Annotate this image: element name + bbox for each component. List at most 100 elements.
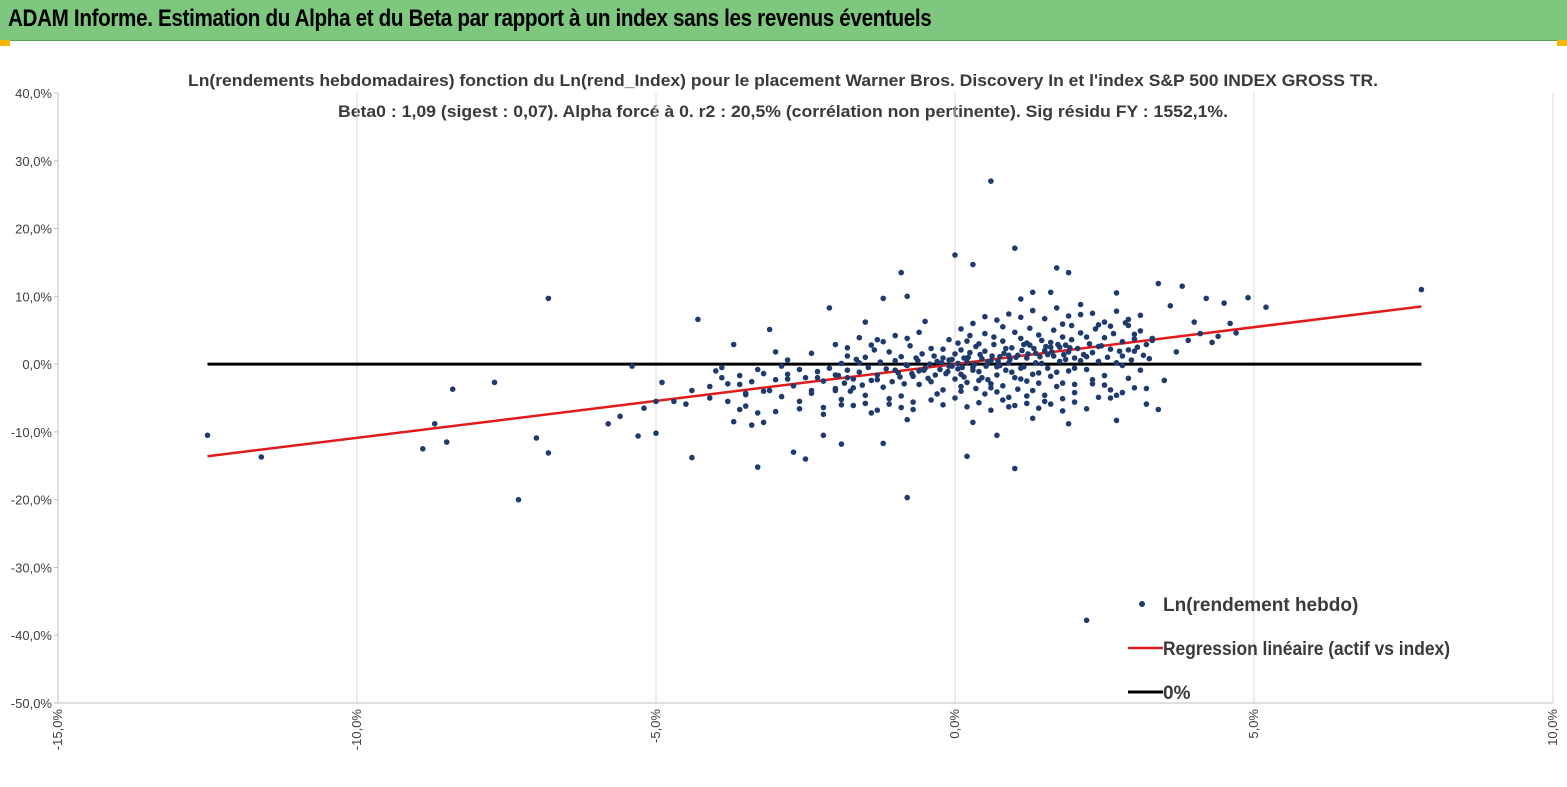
regression-line <box>207 305 1422 458</box>
data-point <box>826 365 833 372</box>
data-point <box>1000 324 1006 330</box>
data-point <box>945 368 951 375</box>
data-point <box>1080 351 1087 358</box>
data-point <box>1140 352 1147 359</box>
data-point <box>1149 337 1156 344</box>
data-point <box>491 379 498 386</box>
data-point <box>898 269 904 276</box>
data-point <box>1000 383 1006 389</box>
data-point <box>730 341 737 348</box>
data-point <box>995 358 1001 365</box>
data-point <box>901 381 907 387</box>
data-point <box>1083 406 1090 412</box>
data-point <box>859 382 866 388</box>
data-point <box>766 387 773 394</box>
data-point <box>940 387 946 393</box>
data-point <box>1012 374 1018 381</box>
data-point <box>1044 365 1051 372</box>
data-point <box>1038 360 1045 367</box>
data-point <box>967 349 973 356</box>
data-point <box>838 396 845 403</box>
data-point <box>431 421 438 427</box>
data-point <box>939 360 945 366</box>
data-point <box>904 335 910 342</box>
data-point <box>748 378 755 385</box>
data-point <box>1101 334 1108 341</box>
data-point <box>641 405 647 412</box>
data-point <box>1116 348 1123 355</box>
data-point <box>880 338 886 345</box>
data-point <box>964 453 970 460</box>
y-tick-label: 30,0% <box>15 154 52 169</box>
data-point <box>754 464 761 470</box>
data-point <box>1068 336 1075 343</box>
data-point <box>1053 305 1060 311</box>
y-tick-label: 20,0% <box>15 222 52 237</box>
data-point <box>959 364 965 371</box>
data-point <box>970 261 976 268</box>
data-point <box>897 374 903 380</box>
data-point <box>952 351 958 357</box>
data-point <box>760 388 767 395</box>
data-point <box>922 318 928 325</box>
data-point <box>964 404 970 410</box>
data-point <box>965 354 971 361</box>
data-point <box>1035 405 1042 412</box>
data-point <box>1055 341 1061 348</box>
data-point <box>778 393 785 400</box>
data-point <box>1113 308 1120 315</box>
data-point <box>258 454 265 460</box>
data-point <box>874 336 881 343</box>
data-point <box>533 435 540 441</box>
data-point <box>1125 375 1132 382</box>
data-point <box>659 379 665 386</box>
data-point <box>874 407 881 414</box>
data-point <box>983 363 989 369</box>
data-point <box>1050 327 1057 334</box>
data-point <box>989 353 995 359</box>
data-point <box>1185 337 1191 344</box>
data-point <box>883 366 889 372</box>
data-point <box>949 363 955 369</box>
data-point <box>814 368 821 375</box>
data-point <box>725 398 731 405</box>
data-point <box>1134 344 1141 351</box>
data-point <box>889 378 895 385</box>
data-point <box>964 359 970 365</box>
data-point <box>1071 365 1078 372</box>
data-point <box>784 357 791 363</box>
data-point <box>841 380 848 386</box>
data-point <box>748 422 755 428</box>
data-point <box>760 419 767 426</box>
data-point <box>1041 315 1048 322</box>
data-point <box>742 403 749 409</box>
data-point <box>1047 401 1054 407</box>
data-point <box>1041 392 1048 399</box>
data-point <box>635 433 641 439</box>
data-point <box>1137 312 1144 319</box>
data-point <box>1035 380 1042 386</box>
data-point <box>847 388 854 395</box>
data-point <box>1101 319 1108 325</box>
data-point <box>1019 347 1025 354</box>
data-point <box>515 496 522 503</box>
data-point <box>1065 313 1072 319</box>
data-point <box>772 349 779 355</box>
data-point <box>689 454 695 461</box>
data-point <box>1113 417 1120 424</box>
data-point <box>910 399 916 405</box>
data-point <box>1053 369 1060 376</box>
data-point <box>892 357 898 364</box>
legend-label-scatter: Ln(rendement hebdo) <box>1163 595 1358 616</box>
data-point <box>949 356 955 363</box>
report-title: ADAM Informe. Estimation du Alpha et du … <box>8 5 932 32</box>
data-point <box>940 402 946 408</box>
data-point <box>994 389 1000 395</box>
data-point <box>1000 397 1006 403</box>
data-point <box>1047 344 1054 351</box>
data-point <box>1007 356 1013 363</box>
data-point <box>820 432 827 439</box>
data-point <box>1110 330 1117 337</box>
data-point <box>997 353 1003 360</box>
data-point <box>970 320 976 327</box>
